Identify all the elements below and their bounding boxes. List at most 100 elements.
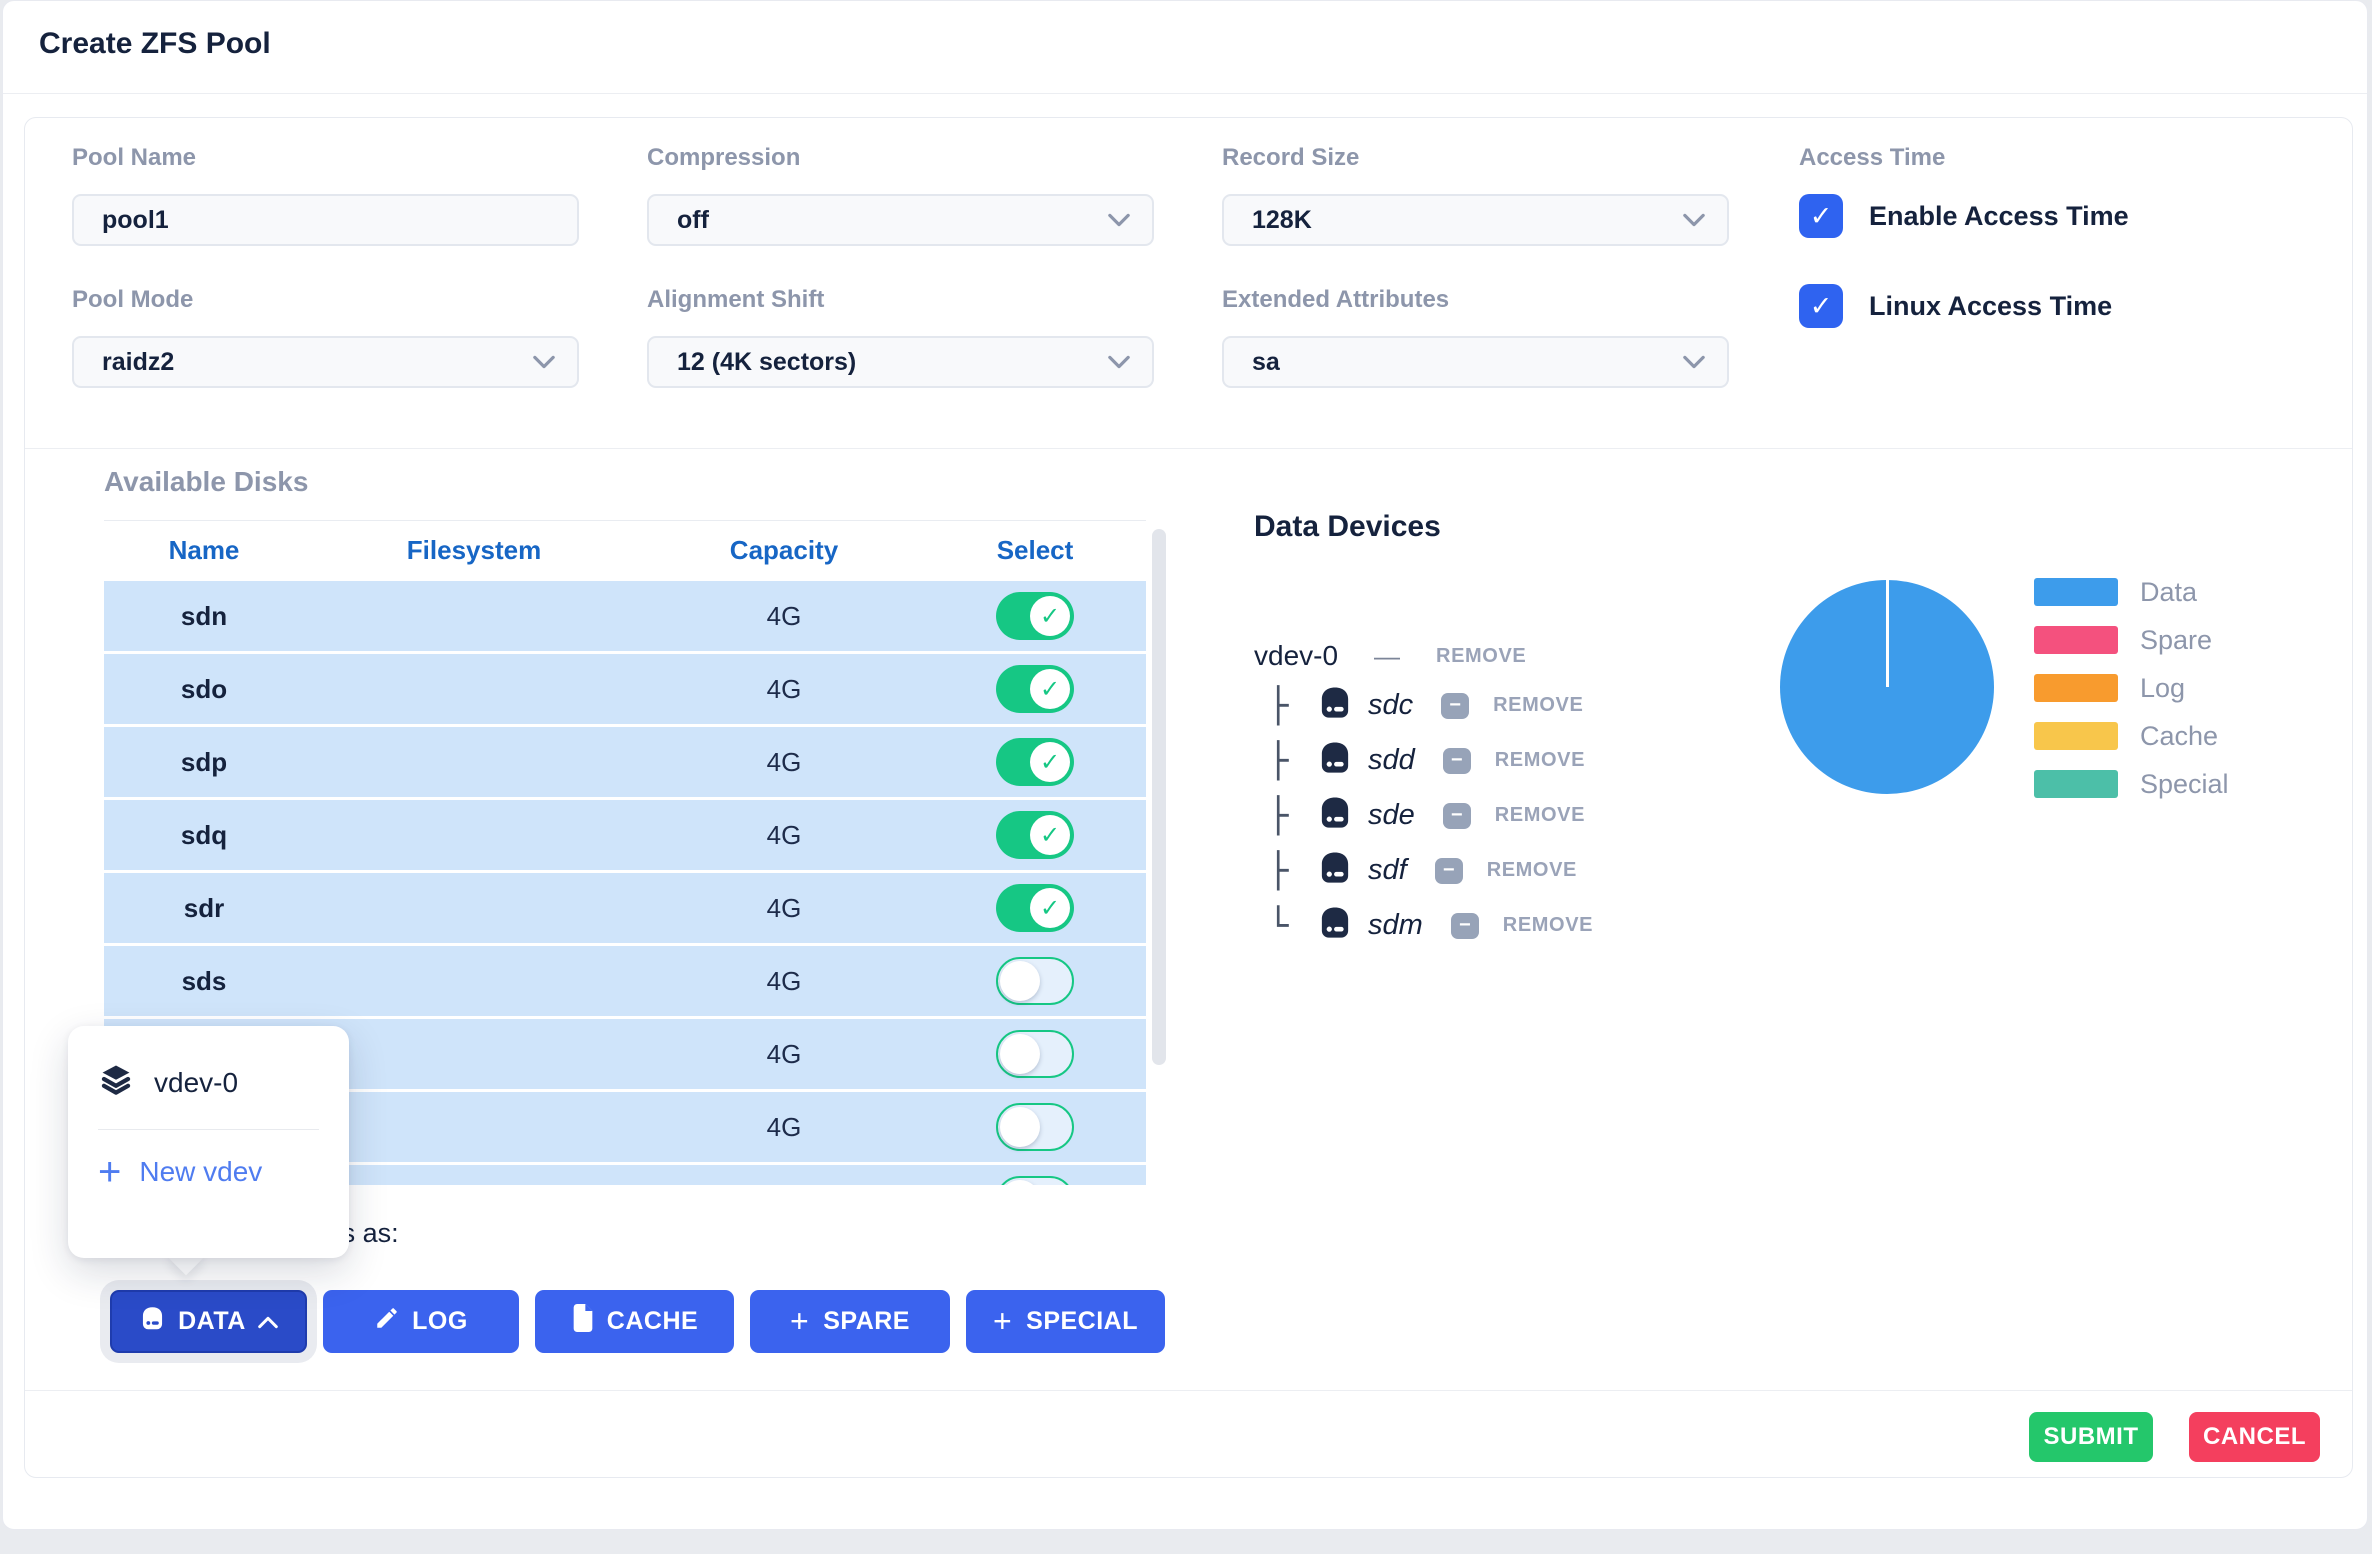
minus-icon[interactable]: − [1434, 857, 1463, 884]
plus-icon: + [98, 1150, 122, 1194]
minus-icon[interactable]: − [1442, 747, 1471, 774]
col-capacity: Capacity [729, 534, 839, 565]
section-divider [25, 448, 2352, 449]
minus-icon[interactable]: − [1450, 912, 1479, 939]
disk-select-toggle[interactable]: ✓ [996, 665, 1074, 713]
alignment-shift-value: 12 (4K sectors) [677, 347, 857, 376]
page-title: Create ZFS Pool [39, 27, 271, 60]
vdev-menu-item[interactable]: vdev-0 [98, 1062, 319, 1103]
enable-access-time-checkbox[interactable]: ✓ [1799, 194, 1843, 238]
col-name: Name [168, 534, 240, 565]
disk-capacity: 4G [766, 965, 802, 996]
disk-icon [1316, 796, 1354, 835]
layers-icon [98, 1062, 134, 1103]
extended-attributes-value: sa [1252, 347, 1280, 376]
vdev-remove-button[interactable]: REMOVE [1436, 644, 1527, 667]
device-row: ├ sdd − REMOVE [1268, 733, 1593, 788]
device-remove-button[interactable]: REMOVE [1494, 749, 1586, 771]
extended-attributes-label: Extended Attributes [1222, 286, 1450, 313]
tree-branch: ├ [1268, 795, 1289, 836]
vdev-popup: vdev-0 + New vdev [68, 1026, 349, 1258]
pool-name-value: pool1 [102, 205, 169, 234]
log-button-label: LOG [412, 1307, 468, 1335]
disk-name: sds [181, 965, 227, 996]
device-remove-button[interactable]: REMOVE [1494, 804, 1586, 826]
pool-mode-select[interactable]: raidz2 [72, 336, 579, 388]
minus-icon[interactable]: − [1441, 692, 1470, 719]
legend-item: Data [2034, 568, 2229, 616]
cancel-button[interactable]: CANCEL [2189, 1412, 2320, 1462]
tree-branch: ├ [1268, 685, 1289, 726]
linux-access-time-row: ✓ Linux Access Time [1799, 284, 2112, 328]
device-remove-button[interactable]: REMOVE [1493, 694, 1584, 716]
device-row: └ sdm − REMOVE [1268, 898, 1593, 953]
col-select: Select [996, 534, 1074, 565]
legend-item: Spare [2034, 616, 2229, 664]
log-button[interactable]: LOG [323, 1290, 519, 1353]
alignment-shift-select[interactable]: 12 (4K sectors) [647, 336, 1154, 388]
disk-icon [1316, 686, 1354, 725]
special-button-label: SPECIAL [1026, 1307, 1139, 1335]
disk-capacity: 4G [766, 819, 802, 850]
disk-capacity: 4G [766, 673, 802, 704]
record-size-value: 128K [1252, 205, 1312, 234]
disk-select-toggle[interactable] [996, 957, 1074, 1005]
header-divider [3, 93, 2367, 94]
table-row: sds 4G [104, 946, 1146, 1016]
disk-select-toggle[interactable]: ✓ [996, 884, 1074, 932]
table-row: sdn 4G ✓ [104, 581, 1146, 651]
device-remove-button[interactable]: REMOVE [1502, 914, 1594, 936]
create-pool-card: Pool Name Compression Record Size Access… [24, 117, 2353, 1478]
submit-button[interactable]: SUBMIT [2029, 1412, 2153, 1462]
spare-button[interactable]: + SPARE [750, 1290, 950, 1353]
disk-select-toggle[interactable]: ✓ [996, 738, 1074, 786]
device-row: ├ sdf − REMOVE [1268, 843, 1593, 898]
compression-select[interactable]: off [647, 194, 1154, 246]
tree-branch: └ [1268, 905, 1289, 946]
extended-attributes-select[interactable]: sa [1222, 336, 1729, 388]
alignment-shift-label: Alignment Shift [647, 286, 825, 313]
disk-select-toggle[interactable]: ✓ [996, 811, 1074, 859]
pool-name-label: Pool Name [72, 144, 197, 171]
pool-mode-label: Pool Mode [72, 286, 194, 313]
linux-access-time-checkbox[interactable]: ✓ [1799, 284, 1843, 328]
compression-label: Compression [647, 144, 801, 171]
table-scrollbar[interactable] [1152, 529, 1166, 1065]
available-disks-title: Available Disks [104, 466, 309, 497]
legend-swatch-special [2034, 770, 2118, 798]
data-devices-title: Data Devices [1254, 510, 1441, 543]
minus-icon[interactable]: − [1442, 802, 1471, 829]
special-button[interactable]: + SPECIAL [966, 1290, 1165, 1353]
compression-value: off [677, 205, 709, 234]
legend-label: Cache [2140, 720, 2219, 751]
toggle-check-icon [1000, 1034, 1040, 1074]
legend-swatch-spare [2034, 626, 2118, 654]
disk-select-toggle[interactable] [996, 1176, 1074, 1185]
legend-swatch-cache [2034, 722, 2118, 750]
toggle-check-icon [1000, 1180, 1040, 1185]
plus-icon: + [790, 1303, 810, 1339]
disk-select-toggle[interactable]: ✓ [996, 592, 1074, 640]
enable-access-time-label: Enable Access Time [1869, 200, 2129, 231]
disk-select-toggle[interactable] [996, 1103, 1074, 1151]
legend-item: Cache [2034, 712, 2229, 760]
table-row: sdq 4G ✓ [104, 800, 1146, 870]
disk-select-toggle[interactable] [996, 1030, 1074, 1078]
chevron-down-icon [1683, 213, 1705, 227]
linux-access-time-label: Linux Access Time [1869, 290, 2113, 321]
new-vdev-menu-item[interactable]: + New vdev [98, 1150, 319, 1194]
tree-branch: ├ [1268, 740, 1289, 781]
disk-name: sdo [180, 673, 228, 704]
disk-name: sdq [180, 819, 228, 850]
data-button[interactable]: DATA [110, 1290, 307, 1353]
cache-button[interactable]: CACHE [535, 1290, 734, 1353]
device-remove-button[interactable]: REMOVE [1486, 859, 1577, 881]
disk-icon [1316, 741, 1354, 780]
chevron-down-icon [1108, 355, 1130, 369]
record-size-select[interactable]: 128K [1222, 194, 1729, 246]
legend-item: Log [2034, 664, 2229, 712]
data-button-label: DATA [178, 1307, 246, 1335]
pool-name-input[interactable]: pool1 [72, 194, 579, 246]
new-vdev-label: New vdev [139, 1156, 263, 1187]
